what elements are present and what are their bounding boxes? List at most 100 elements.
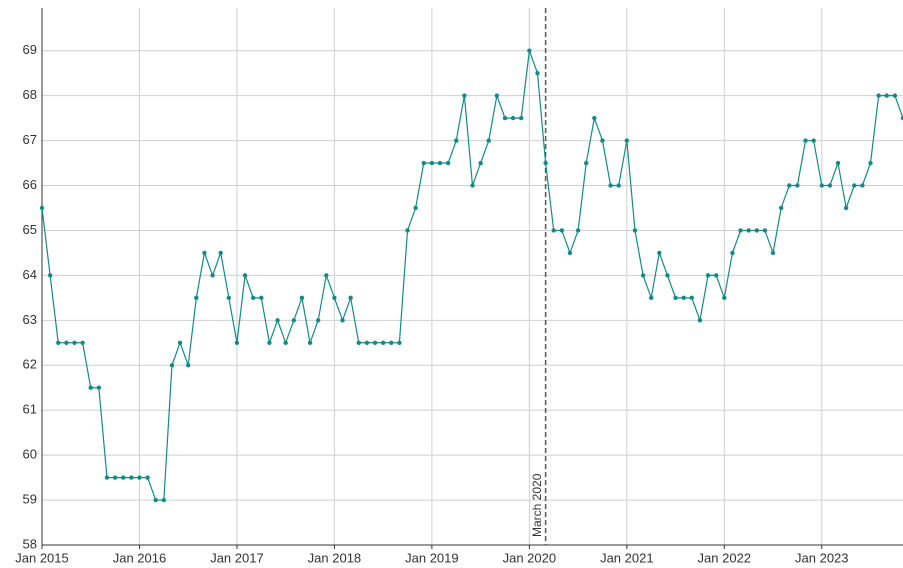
x-tick-label: Jan 2020 — [503, 550, 557, 565]
data-point — [575, 228, 581, 233]
data-point — [567, 250, 573, 256]
data-point — [226, 295, 232, 301]
data-point — [852, 183, 857, 188]
data-point — [234, 340, 240, 345]
x-tick-label: Jan 2018 — [308, 550, 362, 565]
data-point — [242, 273, 248, 278]
data-point — [104, 475, 110, 480]
data-point — [519, 115, 524, 121]
data-point — [275, 318, 280, 323]
data-point — [169, 363, 175, 368]
data-point — [527, 48, 532, 53]
y-tick-label: 59 — [23, 492, 37, 507]
data-point — [429, 160, 435, 166]
y-tick-label: 64 — [23, 267, 37, 282]
data-point — [218, 250, 223, 256]
data-point — [705, 273, 711, 278]
data-point — [202, 250, 207, 256]
data-point — [478, 160, 483, 166]
data-point — [657, 250, 662, 256]
data-point — [389, 340, 394, 345]
x-tick-label: Jan 2021 — [600, 550, 654, 565]
data-point — [689, 295, 695, 301]
data-point — [437, 160, 443, 166]
data-point — [770, 250, 776, 256]
data-point — [592, 115, 597, 121]
data-point — [137, 475, 142, 480]
data-point — [803, 138, 808, 143]
data-point — [665, 273, 670, 278]
data-point — [722, 295, 727, 301]
data-point — [72, 340, 77, 345]
data-point — [380, 340, 386, 345]
data-point — [843, 205, 849, 211]
data-point — [210, 273, 215, 278]
data-point — [177, 340, 183, 345]
data-point — [145, 475, 150, 480]
data-point — [510, 115, 516, 121]
data-point — [372, 340, 378, 345]
data-point — [153, 497, 158, 503]
y-tick-label: 68 — [23, 87, 37, 102]
y-tick-label: 58 — [23, 536, 37, 551]
data-point — [405, 228, 410, 233]
data-point — [697, 318, 703, 323]
data-point — [584, 160, 589, 166]
x-tick-label: Jan 2022 — [698, 550, 752, 565]
annotation-label: March 2020 — [530, 473, 544, 537]
data-point — [56, 340, 61, 345]
data-point — [551, 228, 556, 233]
data-point — [608, 183, 613, 188]
data-point — [332, 295, 337, 301]
y-tick-label: 67 — [23, 132, 37, 147]
data-point — [364, 340, 370, 345]
data-point — [819, 183, 824, 188]
data-point — [787, 183, 792, 188]
data-point — [80, 340, 85, 345]
data-point — [738, 228, 743, 233]
data-point — [186, 363, 191, 368]
y-tick-label: 62 — [23, 357, 37, 372]
data-point — [454, 138, 459, 143]
y-tick-label: 66 — [23, 177, 37, 192]
data-point — [868, 160, 873, 166]
data-point — [827, 183, 833, 188]
data-point — [884, 93, 889, 98]
data-point — [421, 160, 426, 166]
data-point — [307, 340, 313, 345]
data-point — [900, 115, 903, 121]
y-tick-label: 61 — [23, 402, 37, 417]
data-point — [283, 340, 288, 345]
data-point — [860, 183, 865, 188]
data-point — [112, 475, 118, 480]
data-point — [778, 205, 784, 211]
data-point — [315, 318, 321, 323]
data-point — [673, 295, 678, 301]
y-tick-label: 65 — [23, 222, 37, 237]
data-point — [250, 295, 256, 301]
data-point — [632, 228, 638, 233]
data-point — [397, 340, 402, 345]
x-tick-label: Jan 2023 — [795, 550, 849, 565]
data-point — [348, 295, 353, 301]
data-point — [129, 475, 134, 480]
data-point — [161, 497, 167, 503]
data-point — [324, 273, 329, 278]
data-point — [876, 93, 881, 98]
x-tick-label: Jan 2019 — [405, 550, 459, 565]
data-point — [47, 273, 53, 278]
data-point — [543, 160, 548, 166]
data-point — [681, 295, 686, 301]
data-point — [795, 183, 800, 188]
x-tick-label: Jan 2016 — [113, 550, 167, 565]
y-tick-label: 69 — [23, 42, 37, 57]
data-point — [64, 340, 69, 345]
data-point — [88, 385, 93, 390]
data-point — [713, 273, 719, 278]
data-point — [291, 318, 297, 323]
data-point — [730, 250, 735, 256]
data-point — [194, 295, 199, 301]
data-point — [486, 138, 491, 143]
data-point — [356, 340, 361, 345]
